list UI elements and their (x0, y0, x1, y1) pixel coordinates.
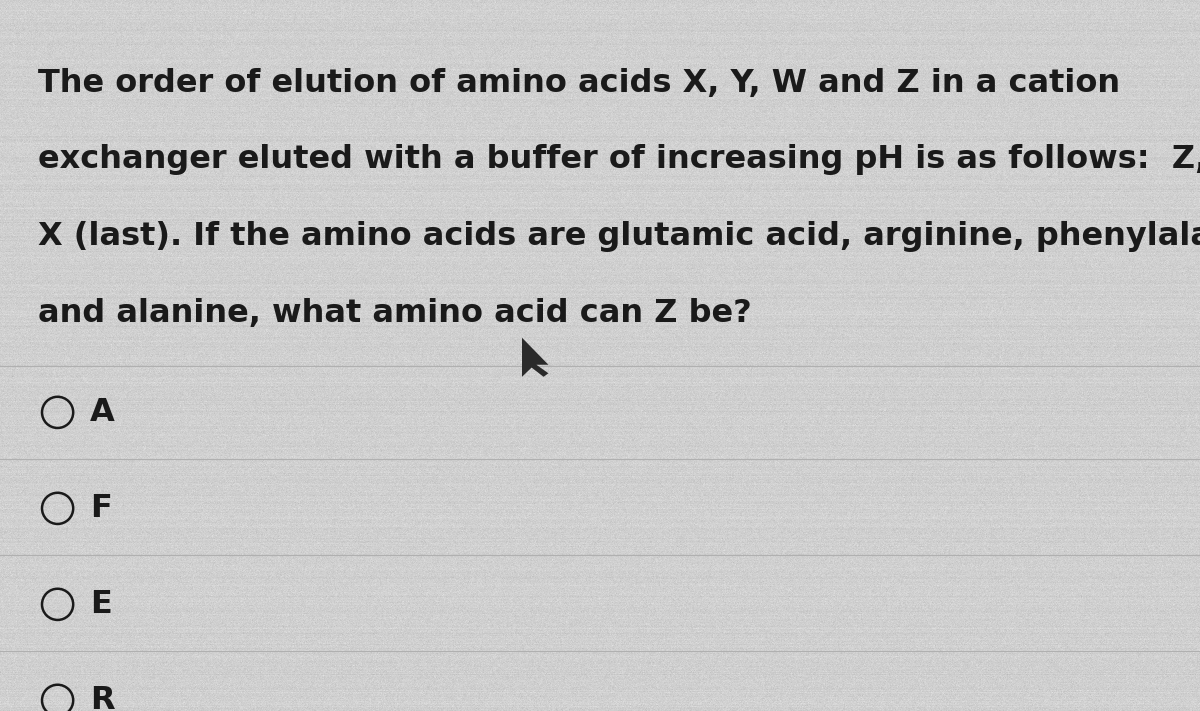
Text: R: R (90, 685, 115, 711)
Text: A: A (90, 397, 115, 428)
Text: X (last). If the amino acids are glutamic acid, arginine, phenylalanine: X (last). If the amino acids are glutami… (38, 221, 1200, 252)
Text: and alanine, what amino acid can Z be?: and alanine, what amino acid can Z be? (38, 298, 752, 329)
Text: F: F (90, 493, 112, 524)
Text: The order of elution of amino acids X, Y, W and Z in a cation: The order of elution of amino acids X, Y… (38, 68, 1121, 99)
Text: E: E (90, 589, 112, 620)
Text: exchanger eluted with a buffer of increasing pH is as follows:  Z, W, Y,: exchanger eluted with a buffer of increa… (38, 144, 1200, 176)
Polygon shape (522, 338, 548, 377)
